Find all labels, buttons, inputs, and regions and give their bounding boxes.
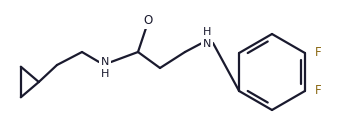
Text: H
N: H N — [203, 27, 211, 49]
Text: N
H: N H — [101, 57, 109, 79]
Text: O: O — [143, 15, 152, 27]
Text: F: F — [315, 47, 321, 60]
Text: F: F — [315, 84, 321, 98]
